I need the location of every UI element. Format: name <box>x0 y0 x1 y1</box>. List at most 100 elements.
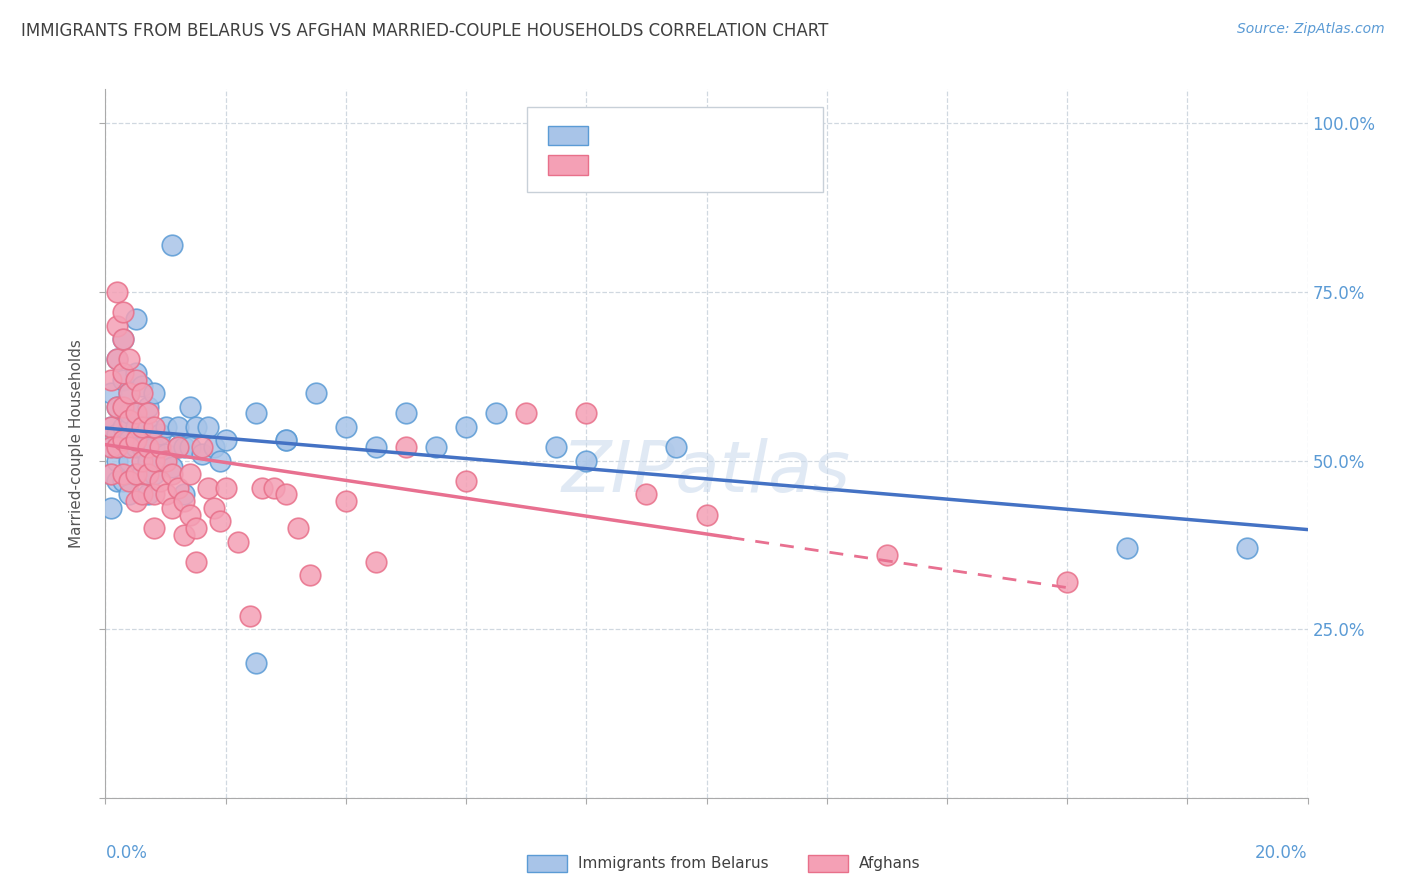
Point <box>136 487 159 501</box>
Point <box>395 406 418 420</box>
Point <box>274 487 297 501</box>
Point <box>190 440 212 454</box>
Point <box>136 406 159 420</box>
Point <box>124 467 146 482</box>
Point <box>131 379 153 393</box>
Text: R =: R = <box>602 127 641 145</box>
Point <box>148 440 170 454</box>
Point <box>118 453 141 467</box>
Point <box>118 487 141 501</box>
Point <box>197 481 219 495</box>
Point <box>142 386 165 401</box>
Point <box>124 311 146 326</box>
Point <box>112 467 135 482</box>
Point <box>155 447 177 461</box>
Point <box>202 440 225 454</box>
Point <box>112 440 135 454</box>
Point <box>160 467 183 482</box>
Point <box>239 609 262 624</box>
Point <box>155 420 177 434</box>
Point <box>107 440 129 454</box>
Point <box>124 406 146 420</box>
Point <box>179 508 201 522</box>
Point <box>179 467 201 482</box>
Text: R =: R = <box>602 156 641 174</box>
Point <box>124 440 146 454</box>
Point <box>112 332 135 346</box>
Point <box>1116 541 1139 556</box>
Point <box>515 406 537 420</box>
Text: IMMIGRANTS FROM BELARUS VS AFGHAN MARRIED-COUPLE HOUSEHOLDS CORRELATION CHART: IMMIGRANTS FROM BELARUS VS AFGHAN MARRIE… <box>21 22 828 40</box>
Point <box>160 500 183 515</box>
Point <box>173 528 195 542</box>
Text: Afghans: Afghans <box>859 856 921 871</box>
Point <box>131 420 153 434</box>
Point <box>263 481 285 495</box>
Point <box>124 373 146 387</box>
Point <box>179 440 201 454</box>
Text: Source: ZipAtlas.com: Source: ZipAtlas.com <box>1237 22 1385 37</box>
Point <box>166 440 188 454</box>
Point <box>184 420 207 434</box>
Point <box>274 434 297 448</box>
Point <box>160 460 183 475</box>
Text: Immigrants from Belarus: Immigrants from Belarus <box>578 856 769 871</box>
Point <box>179 400 201 414</box>
Point <box>184 555 207 569</box>
Point <box>425 440 447 454</box>
Text: ZIPatlas: ZIPatlas <box>562 438 851 507</box>
Point <box>118 474 141 488</box>
Point <box>155 487 177 501</box>
Point <box>335 420 357 434</box>
Point <box>107 440 129 454</box>
Point <box>148 453 170 467</box>
Point <box>184 521 207 535</box>
Point <box>142 487 165 501</box>
Point <box>274 434 297 448</box>
Point <box>166 481 188 495</box>
Point <box>214 481 236 495</box>
Point <box>142 440 165 454</box>
Point <box>112 434 135 448</box>
Point <box>100 386 122 401</box>
Point <box>107 453 129 467</box>
Point <box>335 494 357 508</box>
Point <box>107 352 129 367</box>
Point <box>118 434 141 448</box>
Text: 20.0%: 20.0% <box>1256 845 1308 863</box>
Point <box>364 440 387 454</box>
Point <box>197 420 219 434</box>
Point <box>118 352 141 367</box>
Text: N =: N = <box>707 156 747 174</box>
Point <box>124 406 146 420</box>
Point <box>876 548 898 562</box>
Point <box>112 400 135 414</box>
Point <box>395 440 418 454</box>
Point <box>136 453 159 467</box>
Point <box>118 386 141 401</box>
Point <box>250 481 273 495</box>
Point <box>131 386 153 401</box>
Point <box>160 237 183 252</box>
Point <box>112 474 135 488</box>
Point <box>245 406 267 420</box>
Point <box>142 420 165 434</box>
Point <box>107 400 129 414</box>
Point <box>173 494 195 508</box>
Point <box>118 406 141 420</box>
Point <box>190 447 212 461</box>
Point <box>136 400 159 414</box>
Point <box>100 420 122 434</box>
Point <box>107 318 129 333</box>
Text: -0.103: -0.103 <box>641 127 706 145</box>
Point <box>136 467 159 482</box>
Point <box>575 453 598 467</box>
Point <box>107 474 129 488</box>
Point <box>364 555 387 569</box>
Point <box>100 373 122 387</box>
Point <box>124 420 146 434</box>
Point <box>166 440 188 454</box>
Point <box>107 426 129 441</box>
Point <box>148 426 170 441</box>
Point <box>100 440 122 454</box>
